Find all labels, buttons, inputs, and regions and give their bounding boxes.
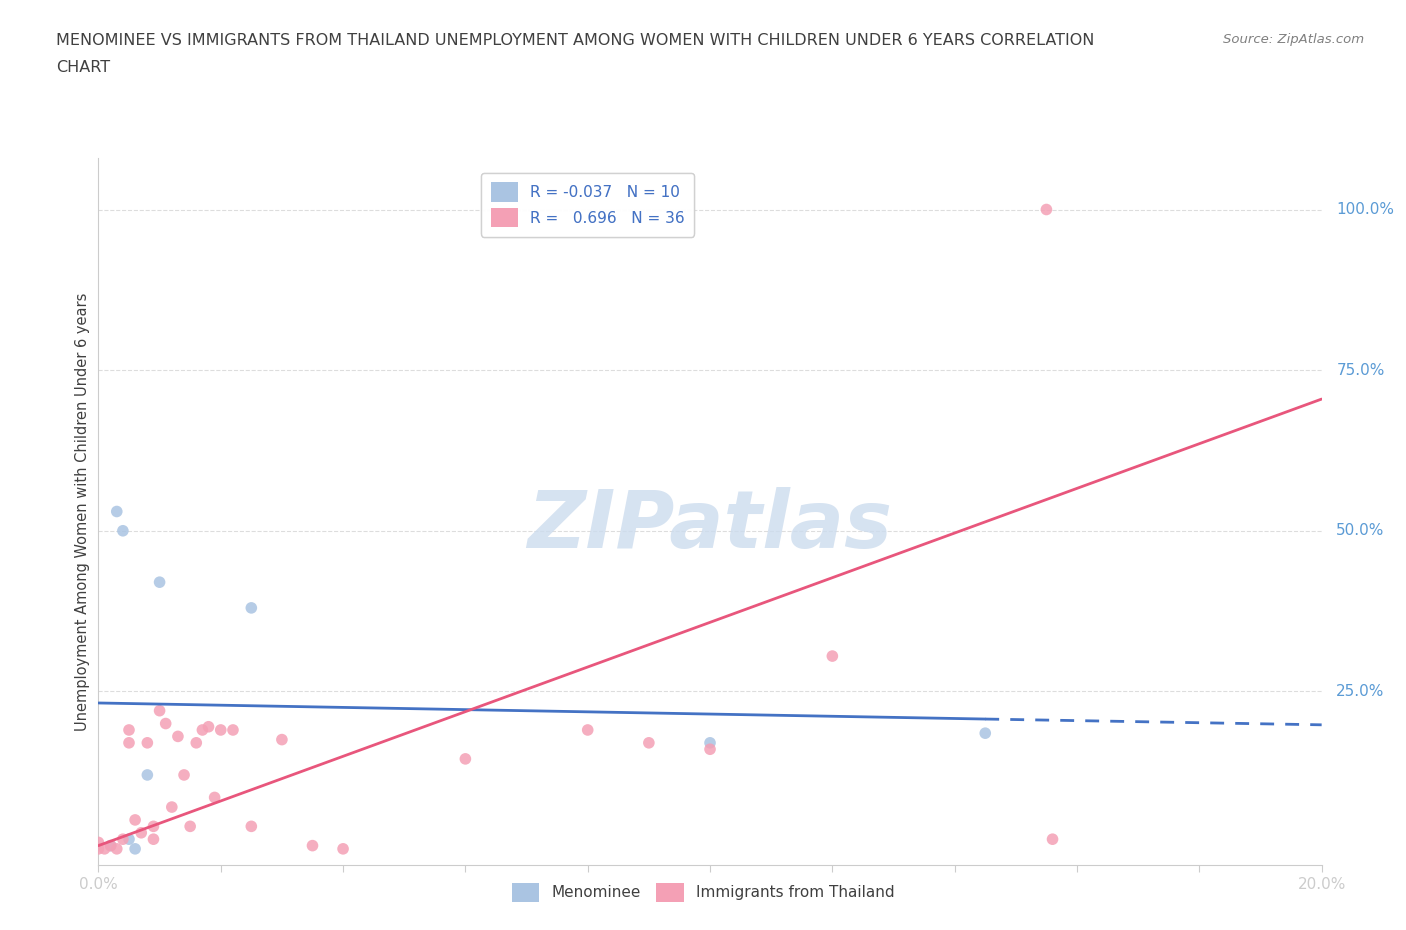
Text: CHART: CHART [56, 60, 110, 75]
Point [270, 732, 292, 747]
Point [136, 767, 159, 782]
Point [576, 723, 599, 737]
Point [179, 819, 201, 834]
Legend: R = -0.037   N = 10, R =   0.696   N = 36: R = -0.037 N = 10, R = 0.696 N = 36 [481, 173, 695, 236]
Point [222, 723, 245, 737]
Point [149, 575, 172, 590]
Point [111, 831, 134, 846]
Point [209, 723, 232, 737]
Point [105, 842, 128, 857]
Point [124, 842, 146, 857]
Point [821, 648, 844, 663]
Point [204, 790, 226, 804]
Text: ZIPatlas: ZIPatlas [527, 486, 893, 565]
Point [1035, 202, 1057, 217]
Point [699, 742, 721, 757]
Point [301, 838, 323, 853]
Legend: Menominee, Immigrants from Thailand: Menominee, Immigrants from Thailand [506, 877, 900, 909]
Text: 25.0%: 25.0% [1336, 684, 1385, 699]
Point [93, 842, 115, 857]
Point [240, 819, 263, 834]
Point [105, 504, 128, 519]
Point [332, 842, 354, 857]
Point [149, 703, 172, 718]
Point [87, 842, 110, 857]
Text: 75.0%: 75.0% [1336, 363, 1385, 378]
Point [167, 729, 190, 744]
Point [100, 838, 122, 853]
Point [142, 831, 165, 846]
Point [1042, 831, 1064, 846]
Point [142, 819, 165, 834]
Point [974, 725, 997, 740]
Point [136, 736, 159, 751]
Point [454, 751, 477, 766]
Point [240, 601, 263, 616]
Y-axis label: Unemployment Among Women with Children Under 6 years: Unemployment Among Women with Children U… [75, 292, 90, 731]
Point [155, 716, 177, 731]
Point [160, 800, 183, 815]
Point [118, 723, 141, 737]
Text: 100.0%: 100.0% [1336, 202, 1395, 217]
Text: MENOMINEE VS IMMIGRANTS FROM THAILAND UNEMPLOYMENT AMONG WOMEN WITH CHILDREN UND: MENOMINEE VS IMMIGRANTS FROM THAILAND UN… [56, 33, 1095, 47]
Point [173, 767, 195, 782]
Point [129, 825, 152, 840]
Point [186, 736, 208, 751]
Point [118, 831, 141, 846]
Point [118, 736, 141, 751]
Point [100, 838, 122, 853]
Text: 50.0%: 50.0% [1336, 524, 1385, 538]
Point [111, 524, 134, 538]
Point [699, 736, 721, 751]
Point [637, 736, 661, 751]
Text: Source: ZipAtlas.com: Source: ZipAtlas.com [1223, 33, 1364, 46]
Point [191, 723, 214, 737]
Point [87, 835, 110, 850]
Point [197, 719, 219, 734]
Point [124, 813, 146, 828]
